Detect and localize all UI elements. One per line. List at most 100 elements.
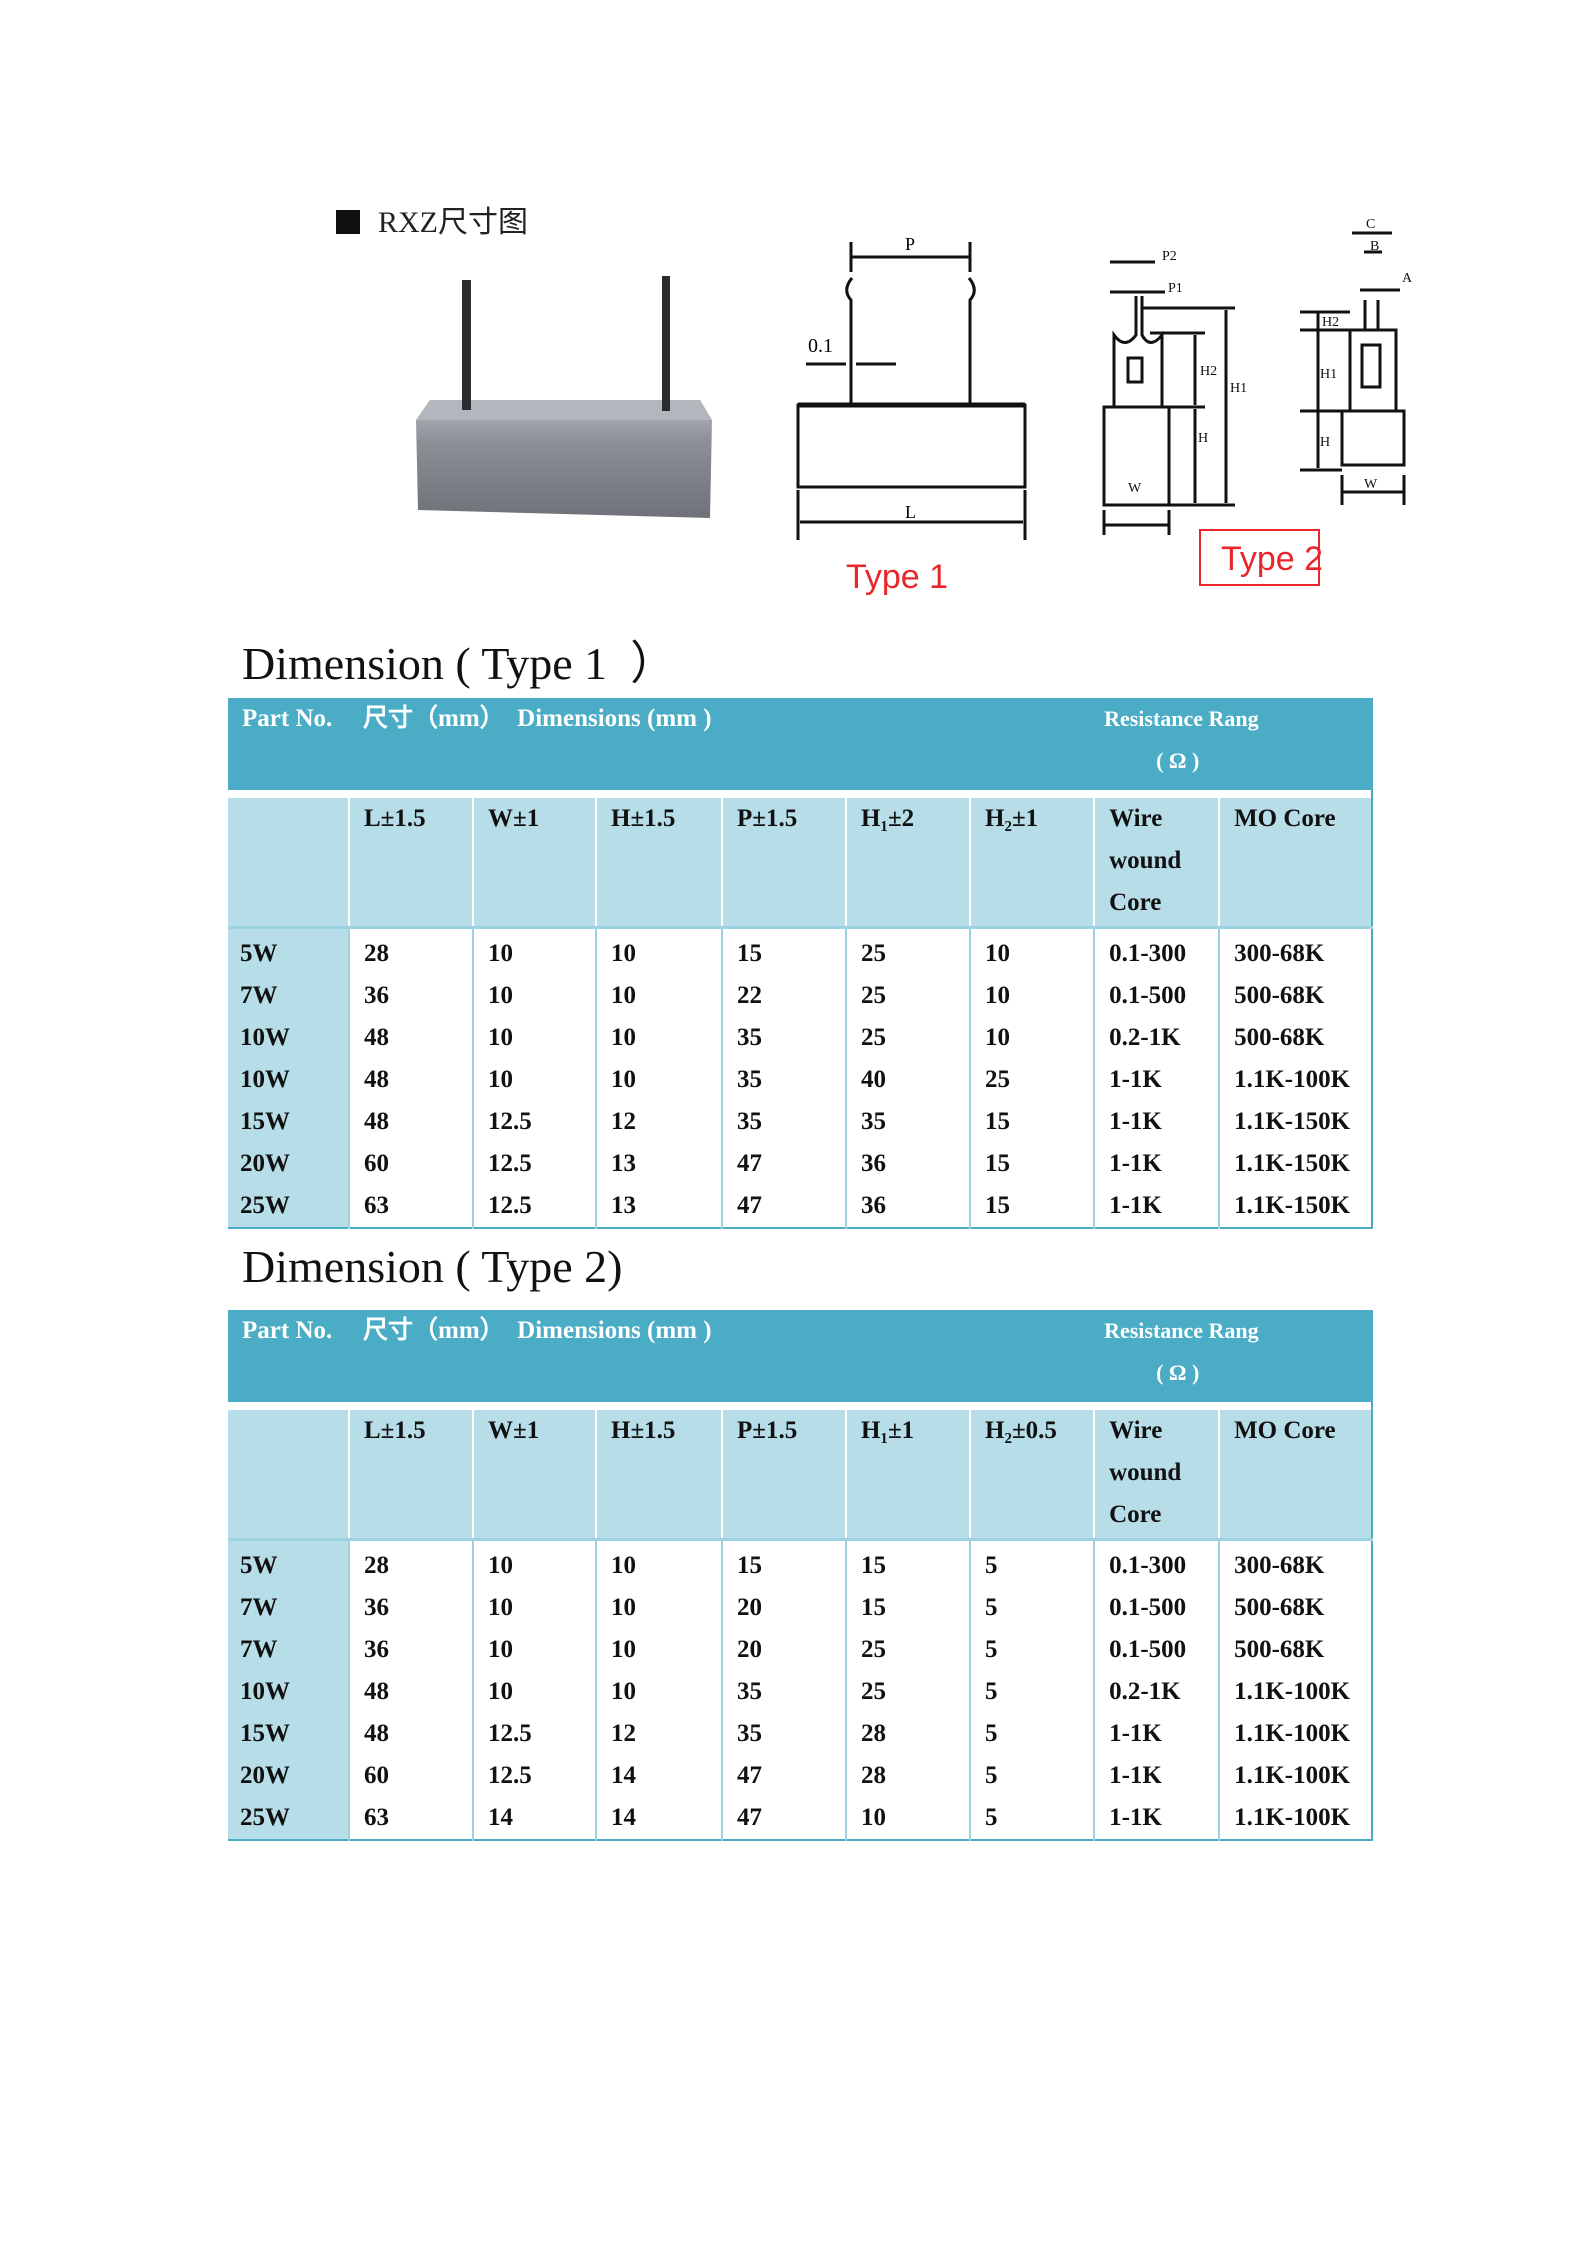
dim-label-p1: P1 (1168, 281, 1183, 296)
table-cell: 1.1K-150K (1218, 1101, 1373, 1143)
part-no-cell: 7W (228, 1587, 349, 1629)
part-no-cell: 15W (228, 1713, 349, 1755)
table-cell: 28 (348, 1539, 473, 1587)
table-cell: 25 (845, 927, 970, 975)
table-cell: 1.1K-100K (1218, 1713, 1373, 1755)
resistance-unit: ( Ω ) (1156, 748, 1200, 773)
resistor-photo (416, 276, 712, 518)
table-cell: 28 (845, 1755, 970, 1797)
dimensions-header: 尺寸（mm） Dimensions (mm ) (349, 698, 1095, 790)
resistance-header-label: Resistance Rang (1104, 1318, 1259, 1343)
part-no-cell: 5W (228, 927, 349, 975)
table-cell: 10 (472, 1017, 596, 1059)
table-cell: 1.1K-100K (1218, 1671, 1373, 1713)
gap-cell (228, 1402, 1373, 1410)
table-cell: 15 (968, 1185, 1095, 1228)
type1-label: Type 1 (846, 558, 948, 596)
table-cell: 1.1K-150K (1218, 1185, 1373, 1228)
table-row: 25W 63 14 14 47 10 5 1-1K 1.1K-100K (228, 1797, 1373, 1840)
table-cell: 5 (968, 1755, 1095, 1797)
table-cell: 22 (721, 975, 846, 1017)
table-cell: 5 (968, 1671, 1095, 1713)
table-cell: 36 (348, 1587, 473, 1629)
table-cell: 20 (721, 1629, 846, 1671)
table-cell: 15 (845, 1539, 970, 1587)
table-cell: 5 (968, 1629, 1095, 1671)
column-header: H₂±1 (968, 798, 1095, 928)
table-cell: 48 (348, 1671, 473, 1713)
table-cell: 12.5 (472, 1755, 596, 1797)
table-cell: 5 (968, 1713, 1095, 1755)
type2-dimension-table: Part No. 尺寸（mm） Dimensions (mm ) Resistanc… (228, 1310, 1374, 1841)
table-row: 15W 48 12.5 12 35 35 15 1-1K 1.1K-150K (228, 1101, 1373, 1143)
part-no-header: Part No. (228, 1310, 349, 1402)
column-header-row: L±1.5 W±1 H±1.5 P±1.5 H₁±2 H₂±1 Wire wound Cor… (228, 798, 1373, 928)
part-no-cell: 25W (228, 1797, 349, 1840)
part-no-cell: 10W (228, 1671, 349, 1713)
table-cell: 12.5 (472, 1143, 596, 1185)
table-cell: 13 (595, 1185, 722, 1228)
table-cell: 36 (348, 975, 473, 1017)
column-header: L±1.5 (348, 1410, 473, 1540)
dim-label-l: L (905, 502, 916, 522)
dim-label-p: P (905, 234, 915, 254)
table-cell: 10 (595, 927, 722, 975)
table-cell: 1.1K-150K (1218, 1143, 1373, 1185)
table-cell: 0.1-500 (1093, 1587, 1220, 1629)
table-cell: 35 (721, 1671, 846, 1713)
table-row: 7W 36 10 10 20 25 5 0.1-500 500-68K (228, 1629, 1373, 1671)
table-cell: 14 (595, 1797, 722, 1840)
table-header-row: Part No. 尺寸（mm） Dimensions (mm ) Resistanc… (228, 698, 1373, 790)
table-cell: 47 (721, 1797, 846, 1840)
table-cell: 20 (721, 1587, 846, 1629)
table-cell: 1-1K (1093, 1185, 1220, 1228)
table-cell: 0.1-300 (1093, 1539, 1220, 1587)
table-row: 10W 48 10 10 35 25 5 0.2-1K 1.1K-100K (228, 1671, 1373, 1713)
dim-label-h: H (1198, 431, 1208, 446)
table-cell: 60 (348, 1143, 473, 1185)
table-cell: 10 (472, 1539, 596, 1587)
table-cell: 15 (721, 1539, 846, 1587)
table-cell: 12.5 (472, 1185, 596, 1228)
header-gap (228, 790, 1373, 798)
table-cell: 12 (595, 1101, 722, 1143)
table-cell: 63 (348, 1185, 473, 1228)
column-header: L±1.5 (348, 798, 473, 928)
table-cell: 36 (845, 1143, 970, 1185)
table-cell: 25 (845, 1629, 970, 1671)
type2-label: Type 2 (1221, 540, 1323, 578)
table-row: 20W 60 12.5 14 47 28 5 1-1K 1.1K-100K (228, 1755, 1373, 1797)
column-header: P±1.5 (721, 798, 846, 928)
table-cell: 15 (968, 1101, 1095, 1143)
table-cell: 47 (721, 1185, 846, 1228)
dim-label-h2-front: H2 (1322, 315, 1339, 330)
table-cell: 10 (472, 1671, 596, 1713)
dim-label-a: A (1402, 271, 1413, 286)
table-cell: 1.1K-100K (1218, 1755, 1373, 1797)
figure-heading: RXZ尺寸图 (378, 206, 528, 239)
table-row: 5W 28 10 10 15 25 10 0.1-300 300-68K (228, 927, 1373, 975)
part-no-cell: 10W (228, 1059, 349, 1101)
table-cell: 25 (845, 1017, 970, 1059)
part-no-cell: 7W (228, 975, 349, 1017)
table-cell: 48 (348, 1101, 473, 1143)
blank-header-cell (228, 1410, 349, 1540)
table-cell: 47 (721, 1143, 846, 1185)
table-cell: 1.1K-100K (1218, 1059, 1373, 1101)
gap-cell (228, 790, 1373, 798)
table-cell: 500-68K (1218, 1629, 1373, 1671)
table-cell: 35 (721, 1713, 846, 1755)
table-row: 5W 28 10 10 15 15 5 0.1-300 300-68K (228, 1539, 1373, 1587)
dim-label-h-front: H (1320, 435, 1330, 450)
dim-label-w-front: W (1364, 477, 1378, 492)
column-header: H₂±0.5 (968, 1410, 1095, 1540)
dim-label-h1: H1 (1230, 381, 1247, 396)
part-no-cell: 20W (228, 1755, 349, 1797)
resistance-header: Resistance Rang ( Ω ) (1094, 1310, 1373, 1402)
table-row: 10W 48 10 10 35 40 25 1-1K 1.1K-100K (228, 1059, 1373, 1101)
table-cell: 35 (721, 1017, 846, 1059)
table-cell: 10 (472, 1629, 596, 1671)
table-cell: 10 (968, 927, 1095, 975)
part-no-cell: 15W (228, 1101, 349, 1143)
type1-dimension-table: Part No. 尺寸（mm） Dimensions (mm ) Resistanc… (228, 698, 1374, 1229)
